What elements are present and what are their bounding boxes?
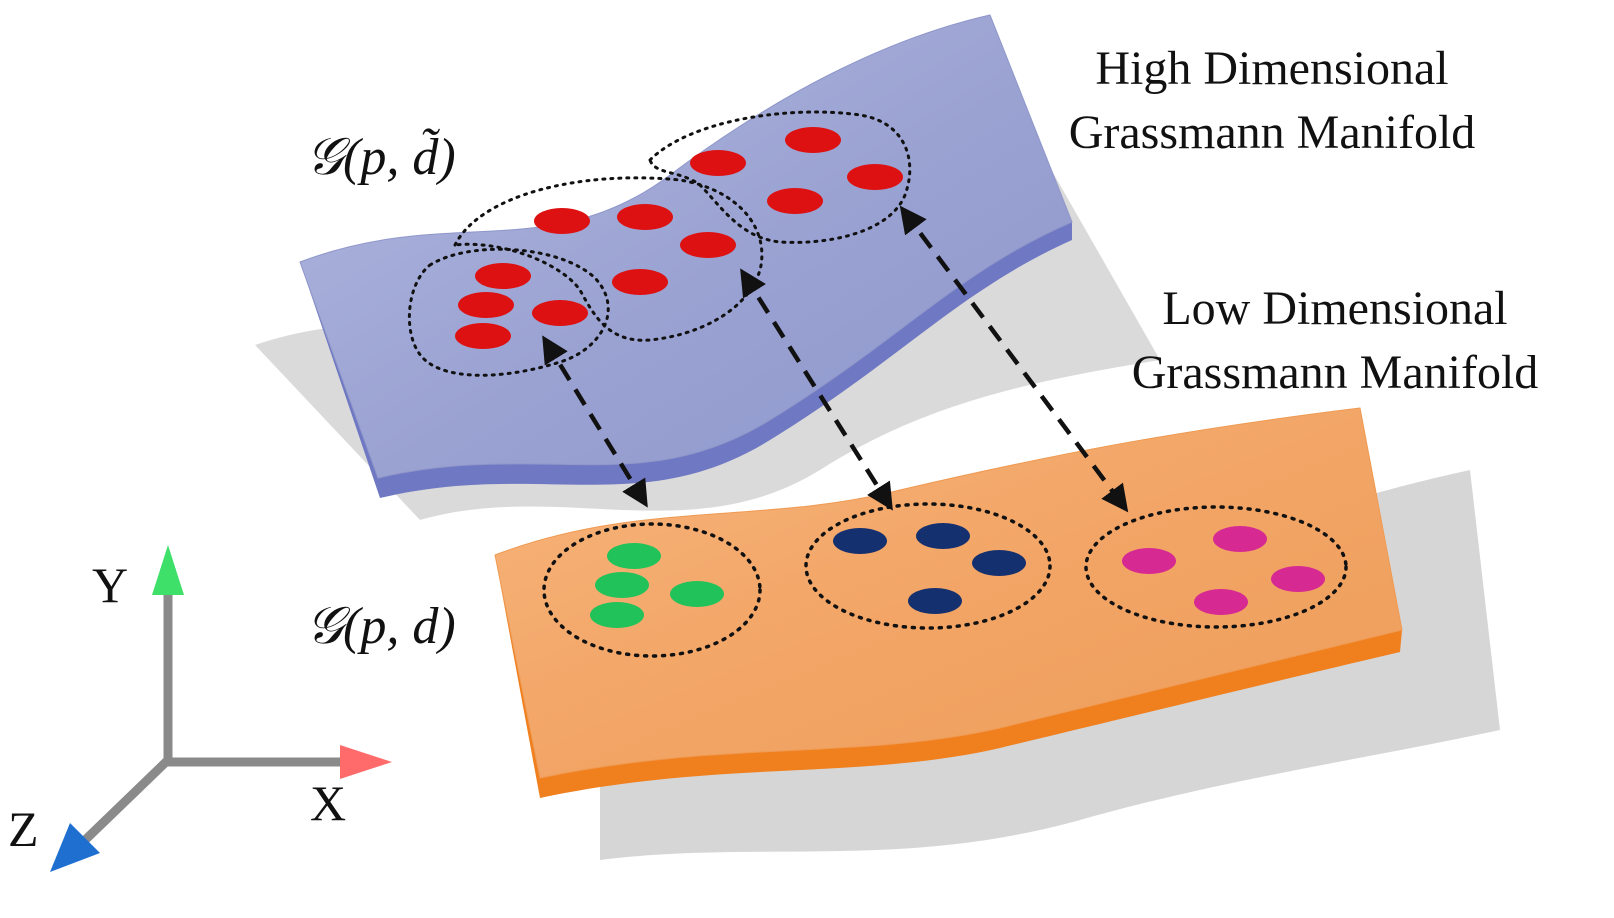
high-point — [455, 323, 511, 349]
high-point — [534, 208, 590, 234]
x-axis-label: X — [310, 775, 346, 831]
green-point — [607, 543, 661, 569]
high-point — [532, 300, 588, 326]
z-axis-arrowhead — [50, 823, 100, 872]
coordinate-axes: Y X Z — [8, 545, 392, 872]
navy-point — [833, 528, 887, 554]
green-point — [670, 581, 724, 607]
high-point — [690, 150, 746, 176]
high-point — [458, 292, 514, 318]
high-point — [847, 164, 903, 190]
low-cluster-boundary-navy — [804, 502, 1052, 630]
x-axis-arrowhead — [340, 745, 392, 779]
high-manifold-symbol: 𝒢(p, d̃) — [306, 127, 456, 186]
low-manifold-edge — [495, 555, 1402, 798]
low-cluster-boundary-magenta — [1084, 505, 1348, 629]
high-point — [680, 232, 736, 258]
high-point — [475, 263, 531, 289]
navy-point — [916, 523, 970, 549]
y-axis-arrowhead — [152, 545, 184, 595]
high-point — [767, 188, 823, 214]
high-point — [612, 269, 668, 295]
mapping-arrow-middle — [740, 268, 893, 511]
magenta-point — [1194, 589, 1248, 615]
high-manifold-label-line2: Grassmann Manifold — [1069, 106, 1476, 159]
magenta-point — [1213, 526, 1267, 552]
high-manifold-label-line1: High Dimensional — [1095, 42, 1448, 95]
high-cluster-boundary-right — [648, 110, 912, 244]
y-axis-label: Y — [92, 557, 128, 613]
z-axis-label: Z — [8, 801, 39, 857]
navy-point — [972, 550, 1026, 576]
high-point — [617, 204, 673, 230]
low-cluster-boundary-green — [542, 522, 762, 658]
green-point — [590, 602, 644, 628]
mapping-arrow-right — [899, 205, 1129, 513]
low-manifold-label-line2: Grassmann Manifold — [1132, 346, 1539, 399]
green-point — [595, 572, 649, 598]
magenta-point — [1271, 566, 1325, 592]
high-point — [785, 127, 841, 153]
mapping-arrow-left — [542, 335, 648, 508]
navy-point — [908, 588, 962, 614]
z-axis-line — [78, 756, 172, 847]
magenta-point — [1122, 548, 1176, 574]
low-manifold-symbol: 𝒢(p, d) — [306, 598, 456, 655]
low-manifold-label-line1: Low Dimensional — [1162, 282, 1507, 335]
